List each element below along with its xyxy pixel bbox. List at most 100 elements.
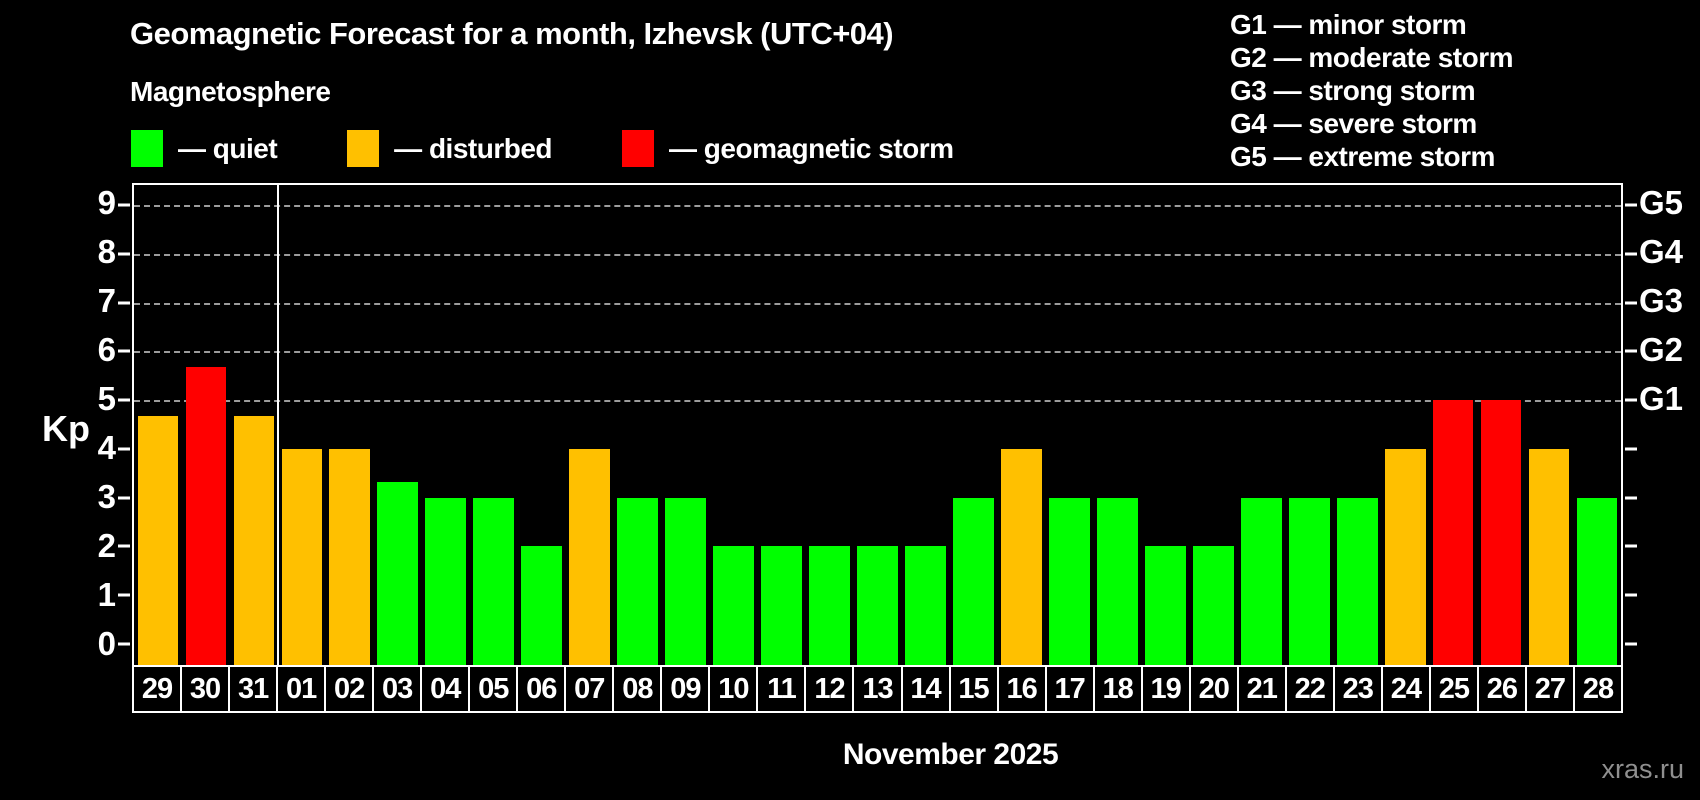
kp-bar-day-29 — [137, 416, 179, 665]
storm-color-swatch — [622, 130, 655, 167]
right-axis-tick-1 — [1625, 593, 1637, 597]
day-label-27: 27 — [1526, 665, 1575, 713]
left-axis-tick-9 — [118, 203, 130, 207]
kp-bar-day-16 — [1001, 448, 1042, 665]
right-axis-tick-6 — [1625, 349, 1637, 353]
day-label-04: 04 — [422, 665, 471, 713]
left-axis-tick-5 — [118, 398, 130, 402]
right-axis-tick-4 — [1625, 447, 1637, 451]
kp-bar-day-28 — [1576, 497, 1618, 665]
storm-scale-g2: G2 — moderate storm — [1230, 42, 1514, 73]
day-label-15: 15 — [950, 665, 999, 713]
left-axis-tick-7 — [118, 301, 130, 305]
kp-bar-day-05 — [473, 497, 515, 665]
gridline-kp-6 — [134, 351, 1621, 354]
kp-bar-day-03 — [377, 481, 419, 665]
day-label-12: 12 — [806, 665, 855, 713]
day-label-03: 03 — [374, 665, 423, 713]
watermark: xras.ru — [1601, 754, 1684, 784]
kp-bar-day-09 — [665, 497, 706, 665]
gridline-kp-7 — [134, 302, 1621, 305]
right-axis-tick-2 — [1625, 544, 1637, 548]
y-tick-label-8: 8 — [97, 233, 116, 271]
disturbed-color-swatch — [347, 130, 380, 167]
legend-item-disturbed: — disturbed — [347, 130, 553, 167]
g-level-label-g5: G5 — [1639, 184, 1684, 222]
gridline-kp-5 — [134, 400, 1621, 403]
kp-bar-day-19 — [1144, 546, 1186, 665]
day-label-01: 01 — [278, 665, 327, 713]
kp-bar-day-10 — [713, 546, 754, 665]
kp-bar-day-01 — [281, 448, 323, 665]
kp-bar-day-21 — [1240, 497, 1282, 665]
day-label-14: 14 — [902, 665, 951, 713]
day-label-05: 05 — [470, 665, 519, 713]
kp-bar-day-13 — [857, 546, 898, 665]
gridline-kp-8 — [134, 253, 1621, 256]
right-axis-tick-7 — [1625, 301, 1637, 305]
y-tick-label-1: 1 — [97, 575, 116, 613]
chart-subtitle: Magnetosphere — [130, 76, 331, 107]
kp-bar-day-26 — [1480, 400, 1522, 665]
y-tick-label-7: 7 — [97, 282, 116, 320]
kp-bar-day-22 — [1288, 497, 1330, 665]
kp-bar-day-25 — [1432, 400, 1474, 665]
y-axis-tick-labels: 0 1 2 3 4 5 6 7 8 9 — [40, 183, 116, 665]
kp-bar-day-08 — [617, 497, 659, 665]
storm-scale-g3: G3 — strong storm — [1230, 75, 1476, 106]
day-label-30: 30 — [182, 665, 231, 713]
day-label-31: 31 — [230, 665, 279, 713]
status-legend: — quiet — disturbed — geomagnetic storm — [131, 130, 1024, 167]
g-level-label-g2: G2 — [1639, 331, 1684, 369]
left-axis-tick-3 — [118, 496, 130, 500]
right-axis-tick-0 — [1625, 642, 1637, 646]
storm-scale-g1: G1 — minor storm — [1230, 9, 1467, 40]
kp-bar-day-18 — [1096, 497, 1138, 665]
left-axis-tick-6 — [118, 349, 130, 353]
day-label-23: 23 — [1334, 665, 1383, 713]
day-label-06: 06 — [518, 665, 567, 713]
right-axis-tick-3 — [1625, 496, 1637, 500]
day-label-17: 17 — [1046, 665, 1095, 713]
day-label-09: 09 — [662, 665, 711, 713]
legend-item-storm: — geomagnetic storm — [622, 130, 954, 167]
kp-bar-day-15 — [953, 497, 994, 665]
day-label-07: 07 — [566, 665, 615, 713]
kp-bar-day-07 — [569, 448, 611, 665]
left-axis-tick-1 — [118, 593, 130, 597]
kp-bar-day-11 — [761, 546, 802, 665]
day-label-21: 21 — [1238, 665, 1287, 713]
right-axis-tick-8 — [1625, 252, 1637, 256]
kp-bar-day-02 — [329, 448, 371, 665]
day-label-19: 19 — [1142, 665, 1191, 713]
g-level-label-g3: G3 — [1639, 282, 1684, 320]
kp-bar-day-27 — [1528, 448, 1570, 665]
storm-scale-g4: G4 — severe storm — [1230, 108, 1477, 139]
y-tick-label-4: 4 — [97, 429, 116, 466]
kp-bar-day-31 — [233, 416, 275, 665]
x-axis-title: November 2025 — [842, 738, 1059, 771]
y-axis-title: Kp — [42, 408, 90, 449]
legend-label-disturbed: — disturbed — [394, 132, 553, 164]
x-axis-day-labels: 29 30 31 01 02 03 04 05 06 07 08 09 10 11 12 13 14 15 16 17… — [132, 665, 1623, 713]
plot-area — [118, 183, 1637, 665]
day-label-11: 11 — [758, 665, 807, 713]
day-label-08: 08 — [614, 665, 663, 713]
chart-title: Geomagnetic Forecast for a month, Izhevs… — [130, 16, 894, 51]
kp-bar-day-06 — [521, 546, 563, 665]
legend-item-quiet: — quiet — [131, 130, 278, 167]
kp-bar-day-12 — [809, 546, 850, 665]
month-separator-line — [276, 185, 279, 665]
left-axis-tick-8 — [118, 252, 130, 256]
g-level-label-g1: G1 — [1639, 380, 1684, 418]
day-label-25: 25 — [1430, 665, 1479, 713]
kp-bar-day-14 — [905, 546, 946, 665]
y-tick-label-0: 0 — [97, 624, 116, 662]
left-axis-tick-2 — [118, 544, 130, 548]
right-axis-tick-5 — [1625, 398, 1637, 402]
day-label-02: 02 — [326, 665, 375, 713]
legend-label-quiet: — quiet — [178, 132, 278, 164]
left-axis-tick-4 — [118, 447, 130, 451]
y-tick-label-5: 5 — [97, 380, 116, 418]
